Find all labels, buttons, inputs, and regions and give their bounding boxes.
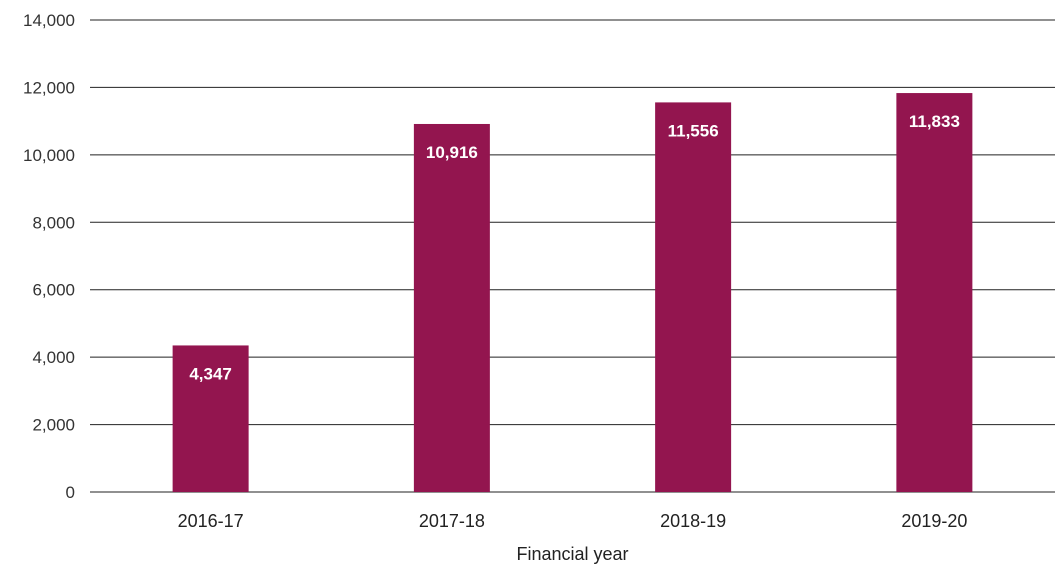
x-axis-ticks: 2016-17 2017-18 2018-19 2019-20 [178, 511, 968, 531]
bar [413, 123, 490, 492]
data-label: 10,916 [426, 143, 478, 162]
y-axis-ticks: 0 2,000 4,000 6,000 8,000 10,000 12,000 14,000 [23, 11, 75, 502]
y-tick-label: 12,000 [23, 78, 75, 97]
bar [896, 93, 973, 492]
data-label: 4,347 [189, 364, 232, 383]
x-axis-title: Financial year [516, 544, 628, 564]
y-tick-label: 14,000 [23, 11, 75, 30]
x-tick-label: 2016-17 [178, 511, 244, 531]
y-tick-label: 10,000 [23, 146, 75, 165]
data-label: 11,833 [909, 112, 960, 131]
data-label: 11,556 [668, 121, 719, 140]
y-tick-label: 2,000 [32, 416, 75, 435]
x-tick-label: 2018-19 [660, 511, 726, 531]
y-tick-label: 0 [66, 483, 75, 502]
bar [655, 102, 732, 493]
y-tick-label: 8,000 [32, 213, 75, 232]
bar [172, 345, 249, 492]
x-tick-label: 2019-20 [901, 511, 967, 531]
y-tick-label: 4,000 [32, 348, 75, 367]
y-tick-label: 6,000 [32, 281, 75, 300]
gridlines [90, 19, 1055, 493]
x-tick-label: 2017-18 [419, 511, 485, 531]
data-labels: 4,347 10,916 11,556 11,833 [189, 112, 960, 383]
bars [172, 93, 973, 493]
